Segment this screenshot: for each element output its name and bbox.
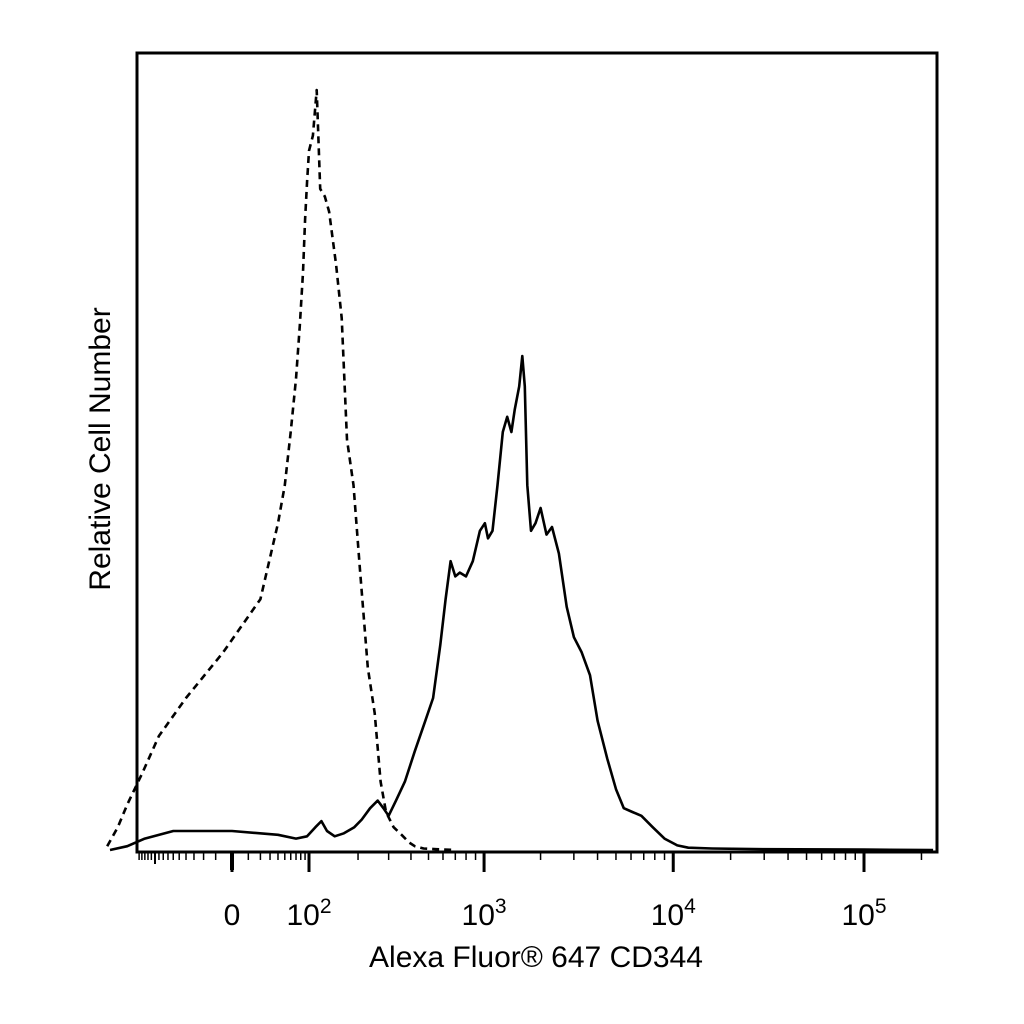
x-tick-label: 105 [841,895,886,932]
x-axis-ticks [138,852,923,872]
plot-border [135,51,939,854]
x-tick-label: 104 [651,895,696,932]
x-axis-tick-labels: 0 102 103 104 105 [224,895,887,932]
dashed-histogram-line [106,88,456,852]
x-tick-label: 0 [224,899,241,932]
solid-histogram-line [109,354,934,852]
y-axis-title: Relative Cell Number [84,307,117,590]
plot-frame [135,51,939,854]
x-axis-title: Alexa Fluor® 647 CD344 [369,941,703,974]
x-zero-marker [230,852,234,870]
x-tick-label: 102 [286,895,331,932]
x-tick-label: 103 [462,895,507,932]
series-layer [106,88,934,852]
